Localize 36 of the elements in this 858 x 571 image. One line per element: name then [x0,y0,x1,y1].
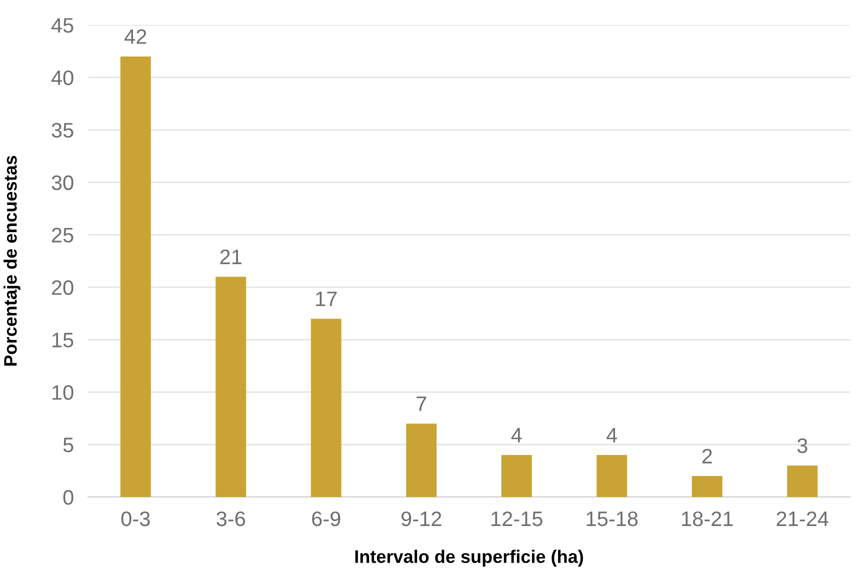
x-tick-label: 0-3 [121,511,150,526]
bar [787,466,818,497]
bar [120,56,151,497]
bar [596,455,628,497]
x-tick-label: 12-15 [492,511,542,526]
data-label: 4 [606,428,618,442]
bar [406,424,437,497]
data-label: 2 [702,448,712,464]
y-tick-label: 25 [52,228,74,243]
data-label: 3 [797,438,808,454]
x-tick-label: 15-18 [586,511,638,526]
x-tick-label: 3-6 [216,511,246,526]
data-label: 7 [416,396,426,411]
y-tick-label: 30 [52,175,74,190]
y-tick-label: 10 [52,385,74,400]
y-tick-label: 0 [63,490,74,505]
x-tick-label: 18-21 [682,511,733,526]
bar [216,276,246,497]
x-tick-label: 9-12 [402,511,442,526]
y-tick-label: 5 [63,438,74,452]
y-tick-label: 20 [52,280,74,295]
x-axis-title: Intervalo de superficie (ha) [355,550,583,567]
y-tick-label: 45 [51,18,74,33]
bar [692,476,722,497]
y-tick-label: 35 [52,122,74,138]
data-label: 42 [124,29,146,44]
x-tick-label: 21-24 [776,511,828,526]
x-tick-label: 6-9 [312,511,340,526]
y-axis-title: Porcentaje de encuestas [4,156,20,366]
bar [501,455,532,497]
data-label: 21 [220,250,242,264]
data-label: 4 [511,428,522,442]
y-tick-label: 15 [52,332,74,348]
y-tick-label: 40 [51,70,74,86]
data-label: 17 [316,292,337,306]
bar [310,318,342,497]
